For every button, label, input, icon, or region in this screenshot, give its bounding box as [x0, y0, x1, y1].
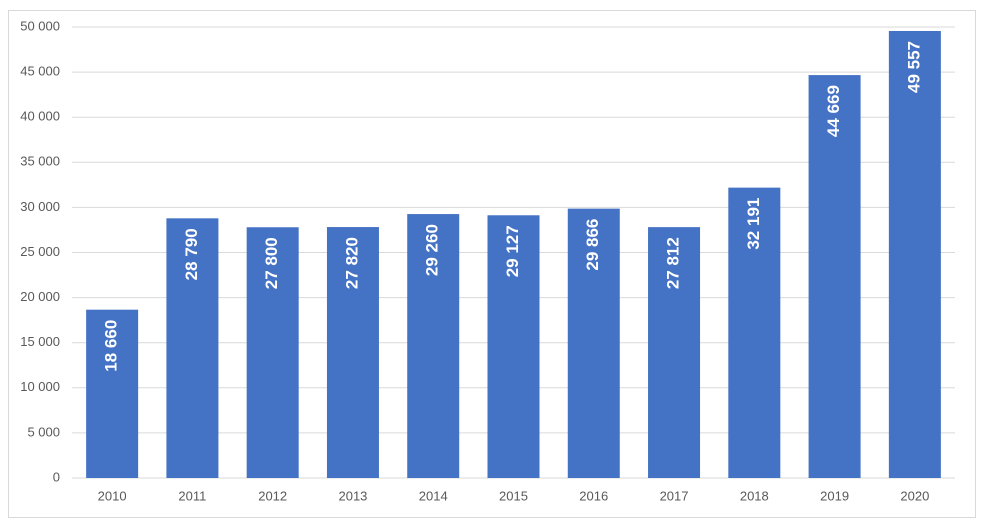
y-tick-label: 25 000 — [20, 244, 60, 259]
x-tick-label: 2014 — [419, 488, 448, 503]
value-label: 49 557 — [904, 41, 923, 93]
bar — [808, 75, 861, 478]
x-tick-label: 2010 — [98, 488, 127, 503]
value-label: 18 660 — [102, 320, 121, 372]
bar — [166, 218, 219, 478]
x-tick-label: 2016 — [579, 488, 608, 503]
y-tick-label: 35 000 — [20, 154, 60, 169]
bar — [246, 227, 299, 478]
value-label: 29 260 — [423, 224, 442, 276]
y-tick-label: 40 000 — [20, 109, 60, 124]
y-tick-label: 45 000 — [20, 64, 60, 79]
y-tick-label: 20 000 — [20, 289, 60, 304]
x-tick-label: 2011 — [178, 488, 206, 503]
y-tick-label: 50 000 — [20, 18, 60, 33]
x-tick-label: 2012 — [258, 488, 287, 503]
x-tick-label: 2018 — [740, 488, 769, 503]
value-label: 29 127 — [503, 225, 522, 277]
x-tick-label: 2015 — [499, 488, 528, 503]
value-label: 27 800 — [262, 237, 281, 289]
bar — [86, 309, 139, 478]
bar — [728, 187, 781, 478]
value-label: 29 866 — [583, 219, 602, 271]
y-tick-label: 5 000 — [27, 424, 60, 439]
bar — [648, 227, 701, 478]
value-label: 44 669 — [824, 85, 843, 137]
value-label: 32 191 — [744, 198, 763, 250]
x-tick-label: 2017 — [660, 488, 689, 503]
bar — [407, 214, 460, 478]
bar — [487, 215, 540, 478]
x-tick-label: 2013 — [338, 488, 367, 503]
bar — [888, 30, 941, 479]
x-tick-label: 2020 — [900, 488, 929, 503]
y-tick-label: 30 000 — [20, 199, 60, 214]
y-tick-label: 0 — [53, 469, 60, 484]
y-tick-label: 15 000 — [20, 334, 60, 349]
value-label: 27 820 — [342, 237, 361, 289]
bar — [326, 227, 379, 478]
value-label: 27 812 — [664, 237, 683, 289]
y-tick-label: 10 000 — [20, 379, 60, 394]
value-label: 28 790 — [182, 228, 201, 280]
bar — [567, 208, 620, 478]
x-tick-label: 2019 — [820, 488, 849, 503]
